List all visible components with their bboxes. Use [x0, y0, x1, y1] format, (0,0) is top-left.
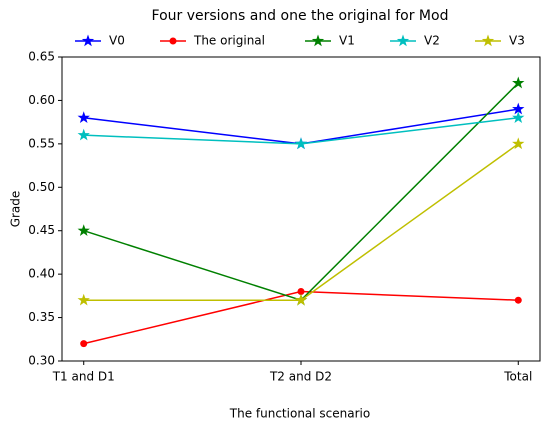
legend-label: The original: [193, 34, 265, 48]
marker: [311, 34, 325, 47]
marker: [294, 137, 308, 150]
marker: [396, 34, 410, 47]
marker: [512, 102, 525, 115]
y-tick-label: 0.35: [28, 310, 55, 324]
y-tick-label: 0.65: [28, 50, 55, 64]
y-tick-label: 0.55: [28, 136, 55, 150]
x-axis-label: The functional scenario: [229, 407, 370, 421]
y-axis-label: Grade: [9, 191, 23, 228]
marker: [77, 293, 90, 306]
marker: [512, 137, 525, 150]
marker: [169, 37, 177, 45]
plot-frame: [61, 56, 541, 362]
legend-label: V3: [509, 34, 525, 48]
line: [83, 143, 519, 301]
y-tick-label: 0.45: [28, 223, 55, 237]
legend-label: V2: [424, 34, 440, 48]
x-tick-label: T2 and D2: [269, 370, 332, 384]
y-tick-label: 0.30: [28, 354, 55, 368]
y-tick-label: 0.50: [28, 180, 55, 194]
y-tick-label: 0.40: [28, 267, 55, 281]
marker: [512, 76, 525, 89]
chart-title: Four versions and one the original for M…: [152, 8, 449, 24]
x-tick-label: Total: [503, 370, 532, 384]
marker: [297, 288, 305, 296]
marker: [77, 128, 90, 141]
marker: [77, 224, 90, 236]
marker: [514, 296, 522, 304]
marker: [512, 111, 525, 124]
marker: [81, 34, 95, 47]
legend-label: V0: [109, 34, 125, 48]
legend-label: V1: [339, 34, 355, 48]
marker: [294, 293, 308, 306]
x-tick-label: T1 and D1: [52, 370, 115, 384]
y-tick-label: 0.60: [28, 93, 55, 107]
marker: [80, 340, 88, 348]
marker: [77, 111, 90, 124]
marker: [481, 34, 495, 47]
